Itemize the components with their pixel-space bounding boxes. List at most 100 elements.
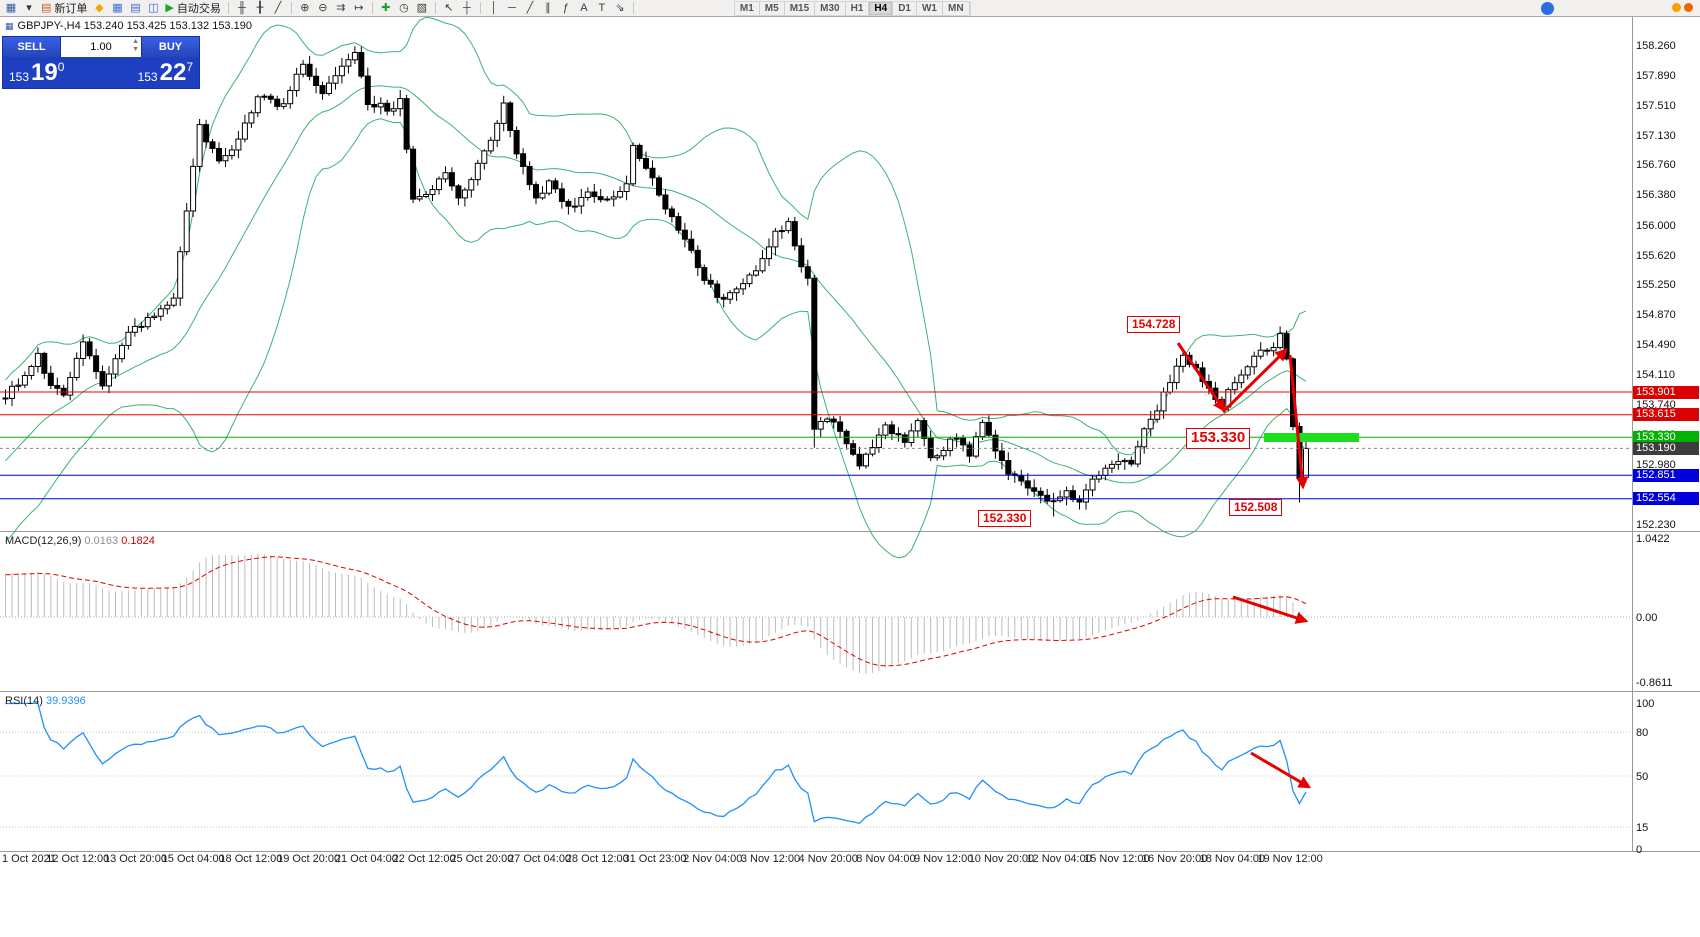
timeframe-m30[interactable]: M30 [815,1,846,15]
templates-icon[interactable]: ▧ [414,1,430,16]
autotrading-button[interactable]: ▶ 自动交易 [163,1,222,16]
timeframe-m5[interactable]: M5 [760,1,785,15]
horizontal-line-icon[interactable]: ─ [504,1,520,16]
chart-mini-icon[interactable]: ▦ [3,1,19,16]
sell-price: 153 19 0 [9,58,64,88]
price-axis-label: 153.740 [1636,398,1676,411]
timeframe-h4[interactable]: H4 [869,1,894,15]
volume-spinner[interactable]: ▲ ▼ [132,38,139,54]
rsi-line [5,702,1307,825]
toolbar-separator [290,2,292,14]
time-axis-label: 18 Oct 12:00 [219,853,283,865]
vertical-line-icon[interactable]: │ [486,1,502,16]
time-axis-label: 13 Oct 20:00 [103,853,167,865]
price-badge: 153.190 [1633,441,1699,455]
annotation-price-label[interactable]: 152.330 [978,510,1032,528]
green-highlight-bar[interactable] [1264,433,1359,442]
rsi-indicator-label: RSI(14) 39.9396 [5,695,86,707]
macd-name: MACD(12,26,9) [5,535,82,547]
candlestick-chart-icon: ╂ [256,1,264,14]
alert-icon-1[interactable] [1672,3,1681,12]
indicators-icon[interactable]: ✚ [378,1,394,16]
bollinger-bands [5,16,1307,559]
text-icon[interactable]: A [576,1,592,16]
sell-price-point: 0 [57,59,65,74]
trendline-icon[interactable]: ╱ [522,1,538,16]
time-axis-label: 3 Nov 12:00 [740,853,801,865]
spinner-down-icon[interactable]: ▼ [132,46,139,53]
volume-input[interactable]: 1.00 ▲ ▼ [60,37,142,57]
time-axis-label: 22 Oct 12:00 [392,853,456,865]
time-axis-label: 21 Oct 04:00 [334,853,398,865]
macd-histogram [5,553,1307,674]
metaeditor-icon[interactable]: ◆ [91,1,107,16]
metaeditor-icon: ◆ [95,1,104,14]
community-icon[interactable] [1541,2,1554,15]
buy-price-int: 153 [137,69,158,84]
timeframe-h1[interactable]: H1 [846,1,870,15]
timeframe-m15[interactable]: M15 [785,1,816,15]
zoom-in-icon: ⊕ [300,1,310,14]
buy-button[interactable]: BUY [142,37,199,57]
line-chart-icon: ╱ [274,1,282,14]
periods-icon: ◷ [399,1,409,14]
time-axis-label: 19 Nov 12:00 [1257,853,1323,865]
sell-button[interactable]: SELL [3,37,60,57]
time-axis-label: 8 Nov 04:00 [856,853,916,865]
new-order-button[interactable]: ▤ 新订单 [39,1,89,16]
macd-signal-line [5,556,1307,667]
text-label-icon[interactable]: T [594,1,610,16]
horizontal-level-lines[interactable] [0,391,1632,500]
time-axis-label: 12 Nov 04:00 [1026,853,1092,865]
price-axis-label: 157.130 [1636,129,1676,142]
timeframe-w1[interactable]: W1 [917,1,943,15]
equidistant-channel-icon[interactable]: ∥ [540,1,556,16]
annotation-price-label[interactable]: 154.728 [1127,316,1181,334]
chart-dropdown-caret[interactable]: ▾ [21,1,37,16]
chart-mini-icon: ▦ [5,1,17,14]
fibonacci-icon[interactable]: ƒ [558,1,574,16]
text-icon: A [580,1,588,14]
crosshair-icon[interactable]: ┼ [459,1,475,16]
zoom-out-icon[interactable]: ⊖ [315,1,331,16]
arrows-tool-icon[interactable]: ⇘ [612,1,628,16]
rsi-axis-label: 50 [1636,771,1649,783]
candlestick-chart-icon[interactable]: ╂ [252,1,268,16]
alert-icon-2[interactable] [1684,3,1693,12]
price-axis-label: 155.250 [1636,279,1676,292]
buy-price-point: 7 [186,59,193,74]
annotation-price-label[interactable]: 153.330 [1186,428,1251,449]
price-axis-label: 154.110 [1636,369,1675,382]
symbol-ohlc-text: GBPJPY-,H4 153.240 153.425 153.132 153.1… [17,20,252,32]
zoom-in-icon[interactable]: ⊕ [297,1,313,16]
time-axis-label: 12 Oct 12:00 [46,853,110,865]
toolbar-separator [479,2,481,14]
autotrading-button-label: 自动交易 [176,3,221,15]
price-badge: 152.554 [1633,492,1699,506]
trend-arrows[interactable] [1176,342,1312,789]
timeframe-m1[interactable]: M1 [735,1,760,15]
crosshair-icon: ┼ [462,1,471,14]
chart-shift-icon[interactable]: ↦ [351,1,367,16]
data-window-icon[interactable]: ▤ [127,1,143,16]
templates-icon: ▧ [416,1,428,14]
market-watch-icon[interactable]: ▦ [109,1,125,16]
timeframe-mn[interactable]: MN [943,1,970,15]
bar-chart-icon[interactable]: ╫ [234,1,250,16]
trendline-icon: ╱ [526,1,534,14]
macd-indicator-label: MACD(12,26,9) 0.0163 0.1824 [5,535,155,547]
cursor-icon[interactable]: ↖ [441,1,457,16]
annotation-price-label[interactable]: 152.508 [1229,499,1283,517]
timeframe-d1[interactable]: D1 [893,1,917,15]
sell-price-pips: 19 [31,58,58,86]
auto-scroll-icon[interactable]: ⇉ [333,1,349,16]
toolbar-separator [434,2,436,14]
navigator-icon[interactable]: ◫ [145,1,161,16]
periods-icon[interactable]: ◷ [396,1,412,16]
line-chart-icon[interactable]: ╱ [270,1,286,16]
macd-main-value: 0.0163 [84,535,119,547]
time-axis-label: 18 Nov 04:00 [1199,853,1266,865]
spinner-up-icon[interactable]: ▲ [132,38,139,45]
price-axis-label: 157.510 [1636,99,1676,112]
